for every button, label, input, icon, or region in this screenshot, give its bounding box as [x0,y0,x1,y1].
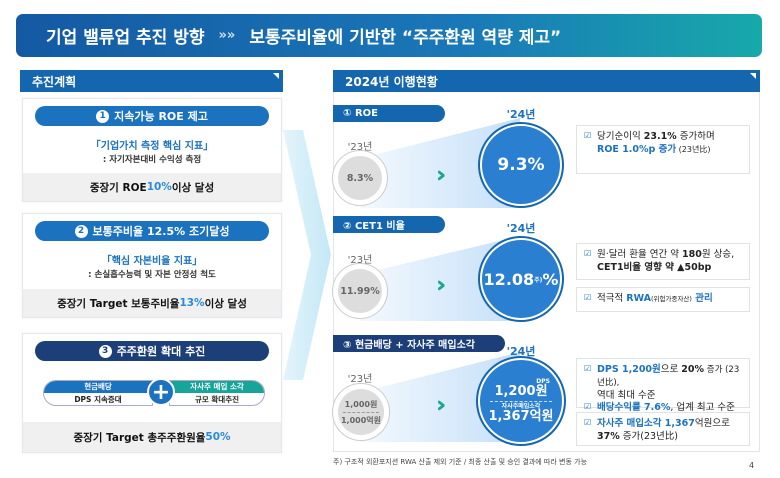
double-chevron-icon: ›› [436,393,447,418]
page-number: 4 [749,461,755,470]
plus-icon: + [147,378,175,406]
plan-card-1: 1 지속가능 ROE 제고 「기업가치 측정 핵심 지표」 : 자기자본대비 수익… [22,98,282,202]
value-24: 12.08 [483,269,535,289]
circle-24: 9.3% [478,122,564,208]
key-indicator: 「핵심 자본비율 지표」 [101,256,203,267]
check-icon: ☑ [584,364,592,373]
year-23-label: '23년 [347,374,373,385]
buyback-box: 자사주 매입 소각 규모 확대추진 [169,380,265,406]
circle-24: 12.08 주)% [478,236,564,322]
chevron-arrow-icon [283,130,331,380]
check-icon: ☑ [584,249,592,258]
plan-card-2: 2 보통주비율 12.5% 조기달성 「핵심 자본비율 지표」 : 손실흡수능력 … [22,213,282,318]
goal: 중장기 Target 총주주환원율 50% [23,422,281,452]
card-title: 지속가능 ROE 제고 [114,110,208,123]
card-title: 주주환원 확대 추진 [116,345,206,358]
cash-dividend-box: 현금배당 DPS 지속증대 [43,380,153,406]
goal: 중장기 ROE 10% 이상 달성 [23,173,281,201]
footnote: 주) 구조적 외환포지션 RWA 산출 제외 기준 / 최종 산출 및 승인 결… [333,458,588,466]
year-23-label: '23년 [347,255,373,266]
number-badge: 1 [96,109,110,123]
status-box [333,92,760,452]
double-chevron-icon: ›› [436,273,447,298]
key-indicator: 「기업가치 측정 핵심 지표」 [90,141,214,152]
key-description: : 자기자본대비 수익성 측정 [102,155,202,165]
check-icon: ☑ [584,418,592,427]
section-tag-shareholder-return: ③ 현금배당 + 자사주 매입소각 [333,335,505,352]
key-description: : 손실흡수능력 및 자본 안정성 척도 [88,270,216,280]
year-24-label: '24년 [506,108,536,121]
circle-23: 8.3% [332,150,388,206]
plan-card-3: 3 주주환원 확대 추진 현금배당 DPS 지속증대 + 자사주 매입 소각 규모… [22,333,282,453]
title-banner: 기업 밸류업 추진 방향 »» 보통주비율에 기반한 “주주환원 역량 제고” [16,14,762,57]
left-panel-header: 추진계획 [20,70,283,92]
circle-23: 11.99% [332,263,388,319]
circle-24: DPS 1,200원 자사주매입소각 1,367억원 [476,356,566,446]
note-roe: ☑ 당기순이익 23.1% 증가하며 ROE 1.0%p 증가 (23년比) [576,125,750,174]
card-title: 보통주비율 12.5% 조기달성 [92,225,230,238]
goal: 중장기 Target 보통주비율 13% 이상 달성 [23,289,281,317]
note-dps: ☑ DPS 1,200원으로 20% 증가 (23년比), 역대 최대 수준 ☑ 배당수… [576,358,750,413]
year-24-label: '24년 [506,222,536,235]
section-tag-roe: ① ROE [333,105,445,122]
double-chevron-icon: ›› [436,163,447,188]
value-24: 9.3% [482,126,560,204]
check-icon: ☑ [584,131,592,140]
right-panel-title: 2024년 이행현황 [345,74,438,89]
check-icon: ☑ [584,293,592,302]
note-rwa: ☑ 적극적 RWA(위험가중자산) 관리 [576,287,750,312]
note-fx: ☑ 원·달러 환율 연간 약 180원 상승, CET1비율 영향 약 ▲50bp [576,243,750,280]
number-badge: 3 [98,344,112,358]
year-23-label: '23년 [347,142,373,153]
section-tag-cet1: ② CET1 비율 [333,216,445,233]
banner-right: 보통주비율에 기반한 “주주환원 역량 제고” [249,28,562,48]
right-panel-header: 2024년 이행현황 [333,70,760,92]
left-panel-title: 추진계획 [32,74,77,89]
note-buyback: ☑ 자사주 매입소각 1,367억원으로 37% 증가(23년比) [576,412,750,446]
banner-left: 기업 밸류업 추진 방향 [46,28,205,48]
year-24-label: '24년 [506,345,536,358]
value-23: 11.99% [338,269,382,313]
check-icon: ☑ [584,402,592,412]
value-23: 8.3% [338,156,382,200]
number-badge: 2 [74,224,88,238]
banner-separator: »» [218,28,236,43]
circle-23: 1,000원 1,000억원 [332,383,390,441]
